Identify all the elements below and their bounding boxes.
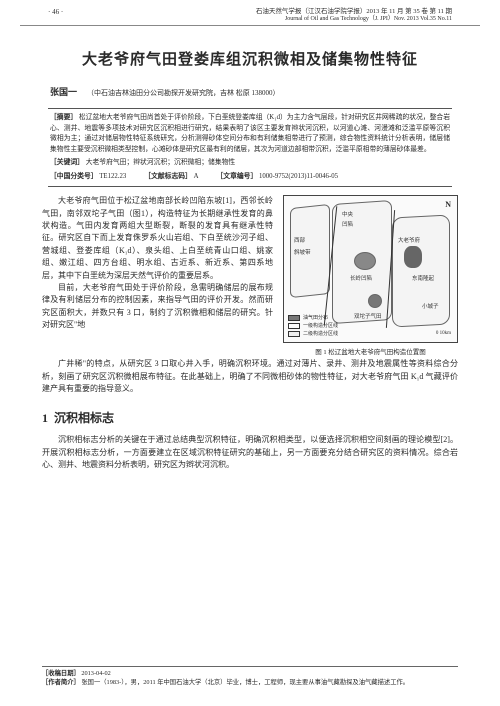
author-name: 张国一 bbox=[50, 87, 77, 97]
journal-cn: 石油天然气学报（江汉石油学院学报）2013 年 11 月 第 35 卷 第 11… bbox=[256, 8, 452, 16]
keywords-label: ［关键词］ bbox=[50, 159, 84, 166]
legend-swatch-icon bbox=[288, 323, 300, 329]
page-number: · 46 · bbox=[48, 8, 63, 23]
gas-field-icon bbox=[404, 246, 422, 268]
north-arrow-icon: N bbox=[445, 200, 451, 209]
abstract-label: ［摘要］ bbox=[50, 114, 77, 121]
page-header: · 46 · 石油天然气学报（江汉石油学院学报）2013 年 11 月 第 35… bbox=[20, 0, 480, 26]
map-region bbox=[392, 215, 450, 328]
author-affiliation: （中石油吉林油田分公司勘探开发研究院，吉林 松原 138000） bbox=[87, 89, 280, 97]
figure-1-caption: 图 1 松辽盆地大老爷府气田构造位置图 bbox=[283, 346, 458, 356]
map-label: 中央 bbox=[342, 210, 353, 218]
paper-title: 大老爷府气田登娄库组沉积微相及储集物性特征 bbox=[30, 48, 470, 69]
footer: ［收稿日期］ 2013-04-02 ［作者简介］ 张国一（1983-），男，20… bbox=[42, 666, 458, 688]
text-column: 大老爷府气田位于松辽盆地南部长岭凹陷东坡[1]，西邻长岭气田，南邻双坨子气田（图… bbox=[42, 195, 273, 356]
receipt-date-label: ［收稿日期］ bbox=[42, 670, 80, 677]
map-label: 斜坡带 bbox=[294, 248, 311, 256]
map-label: 长岭凹陷 bbox=[350, 274, 372, 282]
author-line: 张国一 （中石油吉林油田分公司勘探开发研究院，吉林 松原 138000） bbox=[50, 85, 450, 98]
section-title: 沉积相标志 bbox=[54, 411, 114, 425]
clc-block: ［中国分类号］ TE122.23 bbox=[50, 172, 126, 183]
author-bio-label: ［作者简介］ bbox=[42, 679, 80, 686]
body: 大老爷府气田位于松辽盆地南部长岭凹陷东坡[1]，西邻长岭气田，南邻双坨子气田（图… bbox=[42, 195, 458, 395]
paragraph-2: 目前，大老爷府气田处于评价阶段，急需明确储层的展布规律及有利储层分布的控制因素，… bbox=[42, 282, 273, 332]
figure-1-map: N 西部 斜坡带 中央 凹陷 长岭凹陷 大老爷府 东南隆起 bbox=[283, 195, 458, 343]
section-1-heading: 1 沉积相标志 bbox=[42, 409, 458, 426]
abstract-box: ［摘要］ 松辽盆地大老爷府气田尚首处于评价阶段，下白垩统登娄库组（K₁d）为主力… bbox=[48, 108, 452, 187]
journal-en: Journal of Oil and Gas Technology（J. JPI… bbox=[256, 16, 452, 23]
map-label: 凹陷 bbox=[342, 220, 353, 228]
map-label: 小城子 bbox=[422, 302, 439, 310]
article-no-block: ［文章编号］ 1000-9752(2013)11-0046-05 bbox=[216, 172, 338, 183]
map-label: 东南隆起 bbox=[412, 274, 434, 282]
paragraph-4: 沉积相标志分析的关键在于通过总结典型沉积特征，明确沉积相类型，以便选择沉积相空间… bbox=[42, 434, 458, 471]
legend-swatch-icon bbox=[288, 331, 300, 337]
author-bio: 张国一（1983-），男，2011 年中国石油大学（北京）毕业，博士，工程师，现… bbox=[81, 679, 409, 686]
doc-code-block: ［文献标志码］ A bbox=[144, 172, 198, 183]
keywords-text: 大老爷府气田；辫状河沉积；沉积微相；储集物性 bbox=[86, 159, 236, 166]
map-label: 西部 bbox=[294, 236, 305, 244]
map-label: 双坨子气田 bbox=[354, 312, 382, 320]
map-label: 大老爷府 bbox=[398, 236, 420, 244]
abstract-text: 松辽盆地大老爷府气田尚首处于评价阶段，下白垩统登娄库组（K₁d）为主力含气层段，… bbox=[50, 114, 450, 153]
receipt-date: 2013-04-02 bbox=[81, 670, 110, 677]
paragraph-1: 大老爷府气田位于松辽盆地南部长岭凹陷东坡[1]，西邻长岭气田，南邻双坨子气田（图… bbox=[42, 195, 273, 282]
section-number: 1 bbox=[42, 411, 48, 425]
scale-bar: 0 10km bbox=[436, 331, 451, 336]
figure-column: N 西部 斜坡带 中央 凹陷 长岭凹陷 大老爷府 东南隆起 bbox=[283, 195, 458, 356]
legend-swatch-icon bbox=[288, 315, 300, 321]
paragraph-3: 广井稀"的特点，从研究区 3 口取心井入手，明确沉积环境。通过对薄片、录井、测井… bbox=[42, 358, 458, 395]
map-legend: 油气田分布 一级构造分区线 二级构造分区线 bbox=[288, 314, 346, 338]
journal-block: 石油天然气学报（江汉石油学院学报）2013 年 11 月 第 35 卷 第 11… bbox=[256, 8, 452, 23]
